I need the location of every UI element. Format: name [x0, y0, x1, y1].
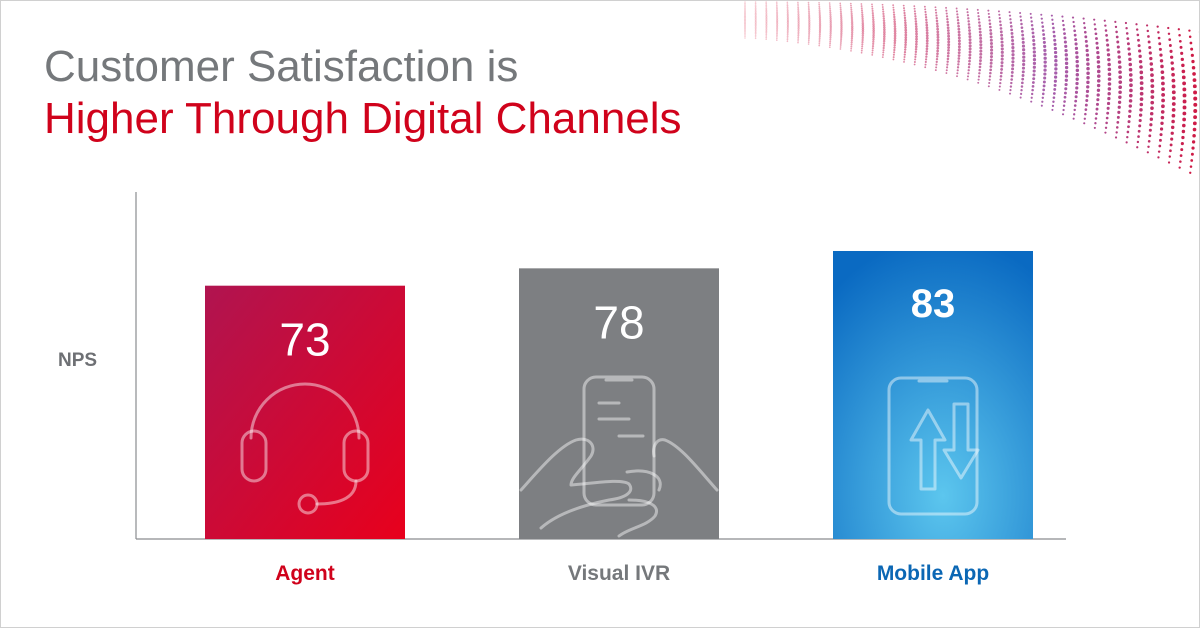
- bar-group-2: 83 Mobile App: [833, 250, 1033, 585]
- category-label: Agent: [275, 562, 335, 585]
- bar-mobile-app: [833, 250, 1033, 540]
- bar-visual-ivr: [519, 268, 719, 539]
- smartphone-in-hands-icon: [519, 375, 719, 538]
- title-line-1: Customer Satisfaction is: [44, 42, 519, 91]
- headset-icon: [240, 382, 370, 515]
- bar-value-label: 83: [911, 282, 956, 326]
- bar-group-0: 73 Agent: [205, 285, 405, 585]
- category-label: Mobile App: [877, 562, 989, 585]
- bar-agent: [205, 285, 405, 539]
- title-line-2: Higher Through Digital Channels: [44, 94, 682, 143]
- bar-value-label: 78: [593, 296, 644, 348]
- bar-value-label: 73: [279, 314, 330, 366]
- y-axis-label: NPS: [58, 350, 98, 371]
- mobile-transfer-icon: [887, 376, 980, 516]
- category-label: Visual IVR: [568, 562, 670, 585]
- bar-group-1: 78 Visual IVR: [519, 268, 719, 585]
